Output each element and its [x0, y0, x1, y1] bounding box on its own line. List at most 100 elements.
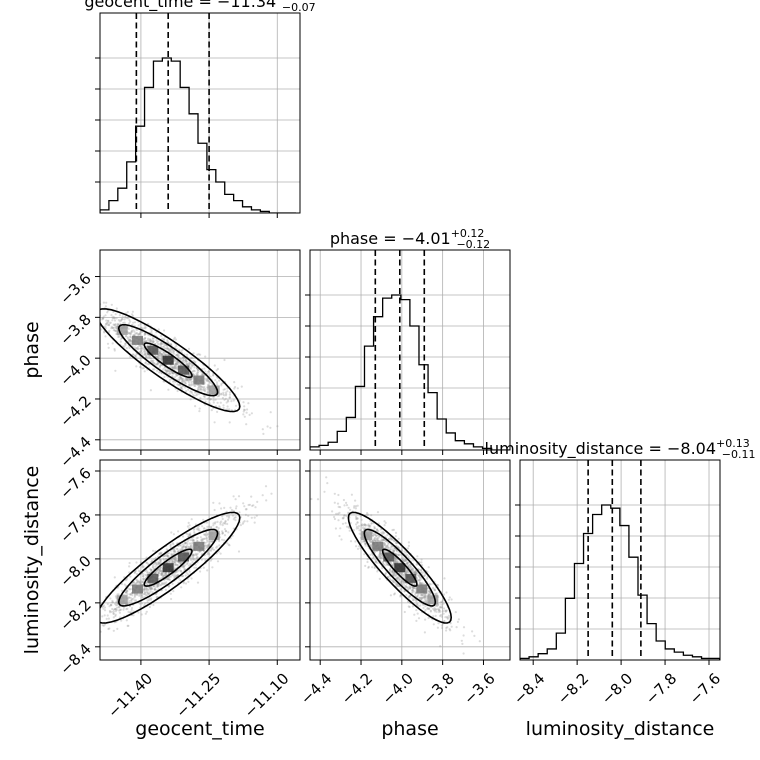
sample-point — [240, 385, 243, 388]
sample-point — [170, 561, 173, 564]
sample-point — [143, 337, 146, 340]
sample-point — [152, 603, 155, 607]
sample-point — [85, 294, 87, 296]
sample-point — [189, 378, 192, 381]
sample-point — [403, 581, 406, 584]
sample-point — [152, 567, 155, 571]
sample-point — [410, 568, 413, 571]
sample-point — [428, 593, 431, 596]
sample-point — [223, 534, 227, 537]
sample-point — [158, 351, 161, 355]
sample-point — [96, 325, 98, 327]
sample-point — [347, 506, 350, 509]
sample-point — [176, 550, 180, 553]
sample-point — [218, 544, 221, 547]
sample-point — [109, 603, 112, 607]
sample-point — [223, 539, 226, 542]
sample-point — [172, 552, 175, 556]
sample-point — [181, 547, 184, 550]
scatter-content — [310, 476, 481, 655]
sample-point — [106, 319, 109, 322]
sample-point — [102, 604, 105, 607]
sample-point — [341, 522, 345, 525]
y-tick-label: −3.6 — [56, 270, 94, 308]
sample-point — [337, 493, 340, 497]
sample-point — [397, 585, 400, 588]
sample-point — [174, 367, 177, 370]
sample-point — [188, 383, 191, 386]
sample-point — [170, 348, 174, 351]
sample-point — [107, 617, 110, 620]
sample-point — [190, 558, 193, 562]
sample-point — [164, 557, 167, 561]
sample-point — [376, 570, 379, 573]
sample-point — [206, 391, 209, 394]
histogram-step — [100, 57, 296, 213]
sample-point — [173, 576, 176, 579]
sample-point — [381, 538, 384, 541]
sample-point — [174, 562, 177, 565]
sample-point — [403, 590, 406, 593]
sample-point — [400, 572, 403, 575]
sample-point — [221, 531, 224, 534]
sample-point — [128, 588, 131, 591]
sample-point — [204, 355, 207, 358]
sample-point — [333, 517, 336, 521]
sample-point — [390, 537, 394, 541]
sample-point — [378, 550, 381, 553]
sample-point — [167, 369, 170, 372]
sample-point — [181, 378, 184, 381]
sample-point — [103, 609, 107, 612]
sample-point — [153, 588, 156, 591]
sample-point — [373, 527, 376, 530]
sample-point — [149, 339, 152, 342]
sample-point — [116, 324, 120, 327]
sample-point — [149, 340, 152, 343]
sample-point — [191, 554, 194, 557]
sample-point — [192, 359, 195, 363]
sample-point — [209, 540, 212, 543]
sample-point — [234, 519, 237, 522]
sample-point — [405, 571, 408, 575]
sample-point — [420, 558, 423, 561]
sample-point — [169, 546, 172, 549]
sample-point — [337, 512, 340, 515]
sample-point — [137, 580, 140, 583]
density-cell — [193, 541, 205, 551]
sample-point — [399, 595, 402, 598]
sample-point — [127, 596, 130, 599]
sample-point — [157, 361, 160, 364]
sample-point — [156, 595, 159, 599]
sample-point — [176, 354, 179, 357]
sample-point — [129, 593, 132, 596]
sample-point — [167, 372, 170, 375]
sample-point — [95, 625, 97, 627]
sample-point — [462, 652, 465, 655]
sample-point — [199, 397, 202, 400]
sample-point — [190, 577, 193, 580]
sample-point — [157, 328, 160, 331]
sample-point — [150, 597, 153, 600]
sample-point — [158, 562, 161, 566]
sample-point — [160, 341, 163, 344]
sample-point — [381, 538, 384, 542]
sample-point — [424, 618, 427, 621]
sample-point — [363, 542, 367, 545]
sample-point — [178, 561, 181, 564]
sample-point — [420, 593, 424, 596]
sample-point — [412, 599, 415, 602]
sample-point — [176, 564, 179, 567]
sample-point — [196, 369, 199, 372]
sample-point — [128, 339, 131, 342]
sample-point — [415, 619, 418, 623]
sample-point — [218, 405, 221, 408]
sample-point — [156, 363, 160, 366]
sample-point — [105, 301, 108, 304]
sample-point — [405, 563, 409, 566]
sample-point — [340, 538, 343, 541]
sample-point — [145, 610, 148, 613]
sample-point — [133, 596, 136, 599]
sample-point — [356, 521, 359, 524]
sample-point — [386, 544, 389, 547]
sample-point — [157, 340, 160, 343]
